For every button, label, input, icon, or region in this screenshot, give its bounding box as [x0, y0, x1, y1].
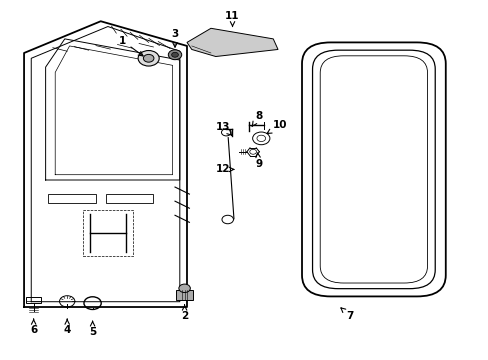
Text: 3: 3 — [171, 28, 178, 47]
Text: 13: 13 — [215, 122, 231, 135]
Circle shape — [143, 54, 154, 62]
Bar — [176, 290, 193, 300]
Text: 4: 4 — [63, 319, 71, 335]
Bar — [105, 194, 153, 203]
Circle shape — [179, 284, 190, 293]
Circle shape — [171, 52, 178, 57]
Circle shape — [168, 50, 182, 60]
Text: 5: 5 — [89, 321, 96, 337]
Text: 11: 11 — [225, 11, 239, 27]
Circle shape — [138, 50, 159, 66]
Text: 12: 12 — [215, 165, 233, 174]
Text: 9: 9 — [255, 153, 262, 169]
Text: 7: 7 — [340, 308, 353, 321]
Polygon shape — [186, 28, 278, 57]
Text: 8: 8 — [251, 112, 262, 127]
Text: 10: 10 — [266, 120, 287, 134]
Text: 1: 1 — [119, 36, 142, 56]
Bar — [48, 194, 96, 203]
Text: 2: 2 — [181, 305, 188, 321]
Text: 6: 6 — [30, 319, 37, 335]
Bar — [26, 297, 41, 303]
